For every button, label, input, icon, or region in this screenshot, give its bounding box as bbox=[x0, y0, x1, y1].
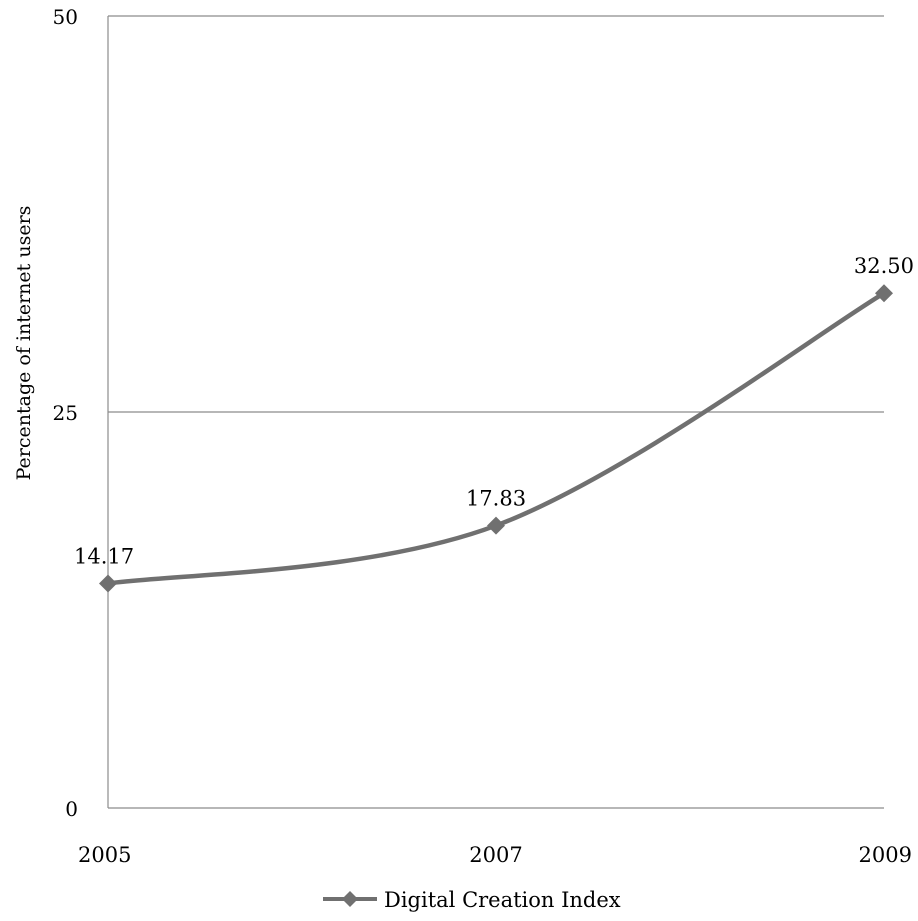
data-labels: 14.17 17.83 32.50 bbox=[74, 254, 914, 568]
x-tick-label: 2009 bbox=[859, 843, 912, 867]
y-tick-label: 0 bbox=[65, 797, 78, 821]
legend: Digital Creation Index bbox=[323, 888, 621, 912]
x-tick-label: 2005 bbox=[78, 843, 131, 867]
series-line bbox=[105, 290, 887, 586]
data-point-marker bbox=[99, 574, 117, 593]
x-tick-label: 2007 bbox=[469, 843, 522, 867]
data-label: 14.17 bbox=[74, 545, 134, 569]
data-label: 17.83 bbox=[466, 487, 526, 511]
data-label: 32.50 bbox=[854, 254, 914, 278]
legend-diamond-marker bbox=[342, 891, 358, 907]
y-tick-labels: 0 25 50 bbox=[53, 5, 78, 821]
series-layer bbox=[99, 284, 893, 593]
x-tick-labels: 2005 2007 2009 bbox=[78, 843, 912, 867]
data-point-marker bbox=[875, 284, 893, 303]
y-axis-label: Percentage of internet users bbox=[13, 206, 35, 481]
gridlines bbox=[108, 15, 884, 809]
y-tick-label: 25 bbox=[53, 401, 78, 425]
legend-label: Digital Creation Index bbox=[384, 888, 621, 912]
y-tick-label: 50 bbox=[53, 5, 78, 29]
data-point-marker bbox=[487, 516, 505, 535]
